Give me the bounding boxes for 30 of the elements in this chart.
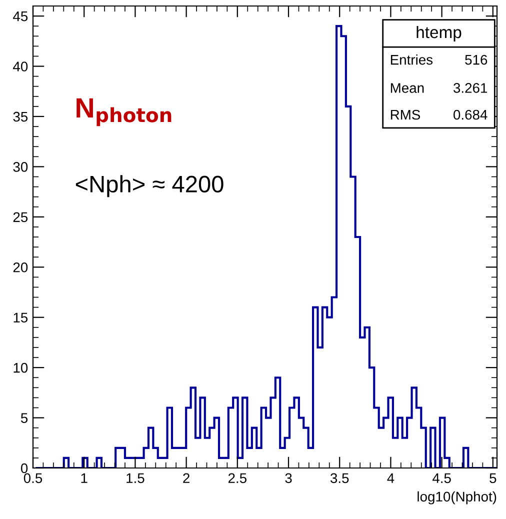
- y-tick-label: 25: [13, 212, 28, 222]
- x-tick-label: 2.5: [228, 473, 246, 484]
- annotation: Mean: [390, 83, 424, 93]
- annotation: 516: [465, 54, 488, 65]
- y-tick-label: 5: [20, 413, 28, 423]
- x-tick-label: 3: [285, 473, 292, 484]
- y-tick-label: 40: [13, 62, 28, 72]
- x-tick-label: 2: [183, 473, 190, 483]
- y-tick-label: 0: [20, 463, 28, 474]
- annotation: Entries: [390, 54, 433, 65]
- x-tick-label: 4: [387, 473, 394, 483]
- x-tick-label: 1: [81, 473, 88, 483]
- y-tick-label: 20: [13, 262, 28, 272]
- x-tick-label: 4.5: [432, 473, 451, 484]
- annotation: <Nph> ≈ 4200: [76, 175, 224, 198]
- x-tick-label: 5: [490, 473, 496, 484]
- annotation: N$_{photon}$: [76, 98, 172, 126]
- annotation: htemp: [416, 26, 462, 42]
- annotation: 0.684: [454, 110, 488, 120]
- y-tick-label: 10: [14, 362, 28, 373]
- x-axis-title: log10(Nphot): [418, 491, 496, 504]
- y-tick-label: 30: [13, 162, 28, 172]
- annotation: 3.261: [453, 83, 488, 93]
- y-tick-label: 15: [14, 312, 28, 323]
- y-tick-label: 35: [13, 112, 28, 122]
- x-tick-label: 0.5: [24, 473, 42, 484]
- annotation: RMS: [390, 110, 420, 120]
- x-tick-label: 1.5: [126, 473, 144, 484]
- y-tick-label: 45: [13, 12, 28, 22]
- x-tick-label: 3.5: [330, 473, 349, 484]
